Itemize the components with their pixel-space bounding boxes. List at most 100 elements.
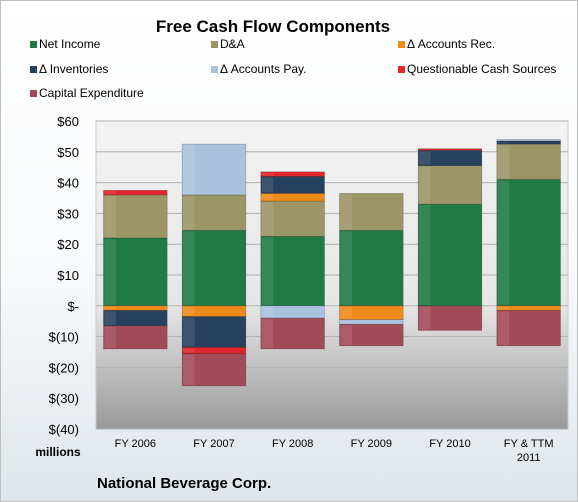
y-tick-label: $20	[57, 237, 79, 252]
bar-d-a-fy-2007	[181, 194, 247, 231]
legend-swatch	[211, 41, 218, 48]
bars	[103, 139, 561, 387]
y-tick-label: $-	[67, 299, 79, 314]
bar-accounts-pay-fy-ttm-2011	[496, 139, 561, 142]
bar-accounts-rec-fy-ttm-2011	[496, 305, 561, 311]
bar-questionable-cash-sources-fy-2008	[260, 171, 325, 177]
legend-item-net-income: Net Income	[30, 37, 101, 51]
x-tick-label-fy-2010: FY 2010	[429, 438, 470, 450]
legend-label: Δ Accounts Rec.	[407, 37, 495, 51]
legend-swatch	[30, 66, 37, 73]
bar-highlight	[261, 177, 274, 193]
x-tick-label-fy-ttm-2011: FY & TTM 2011	[504, 438, 554, 464]
bar-highlight	[104, 306, 116, 310]
bar-inventories-fy-ttm-2011	[496, 140, 561, 145]
y-axis-ticks: $60 $50 $40 $30 $20 $10 $- $(10) $(20) $(30) $(40)	[49, 114, 79, 437]
y-tick-label: $(40)	[49, 422, 79, 437]
legend-item-accounts-rec: Δ Accounts Rec.	[398, 37, 495, 51]
bar-highlight	[419, 151, 431, 165]
bar-highlight	[104, 239, 116, 305]
bar-highlight	[340, 231, 352, 305]
y-tick-label: $40	[57, 176, 79, 191]
bar-net-income-fy-2006	[103, 237, 168, 307]
bar-highlight	[497, 311, 510, 345]
x-tick-label-fy-2009: FY 2009	[351, 438, 392, 450]
x-axis-ticks: FY 2006 FY 2007 FY 2008 FY 2009 FY 2010 FY & …	[115, 438, 554, 464]
bar-d-a-fy-ttm-2011	[496, 143, 561, 180]
legend-label: Questionable Cash Sources	[407, 62, 556, 76]
bar-highlight	[261, 172, 274, 176]
legend-label: Δ Inventories	[39, 62, 108, 76]
bar-highlight	[183, 348, 195, 353]
bar-d-a-fy-2010	[417, 165, 483, 205]
y-tick-label: $(10)	[49, 330, 79, 345]
legend-swatch	[30, 41, 37, 48]
bar-highlight	[104, 326, 116, 348]
bar-highlight	[419, 306, 431, 330]
bar-capital-expenditure-fy-ttm-2011	[496, 310, 561, 347]
bar-highlight	[340, 320, 352, 324]
bar-highlight	[419, 205, 431, 305]
bar-highlight	[497, 145, 510, 179]
y-tick-label: $60	[57, 114, 79, 129]
legend-swatch	[211, 66, 218, 73]
legend: Net Income D&A Δ Accounts Rec. Δ Inventorie…	[30, 37, 556, 100]
y-tick-label: $(30)	[49, 391, 79, 406]
bar-highlight	[183, 354, 195, 385]
bar-accounts-pay-fy-2007	[181, 143, 247, 196]
bar-highlight	[497, 142, 510, 144]
bar-net-income-fy-ttm-2011	[496, 179, 561, 307]
bar-questionable-cash-sources-fy-2010	[417, 148, 483, 151]
gridlines	[96, 120, 568, 430]
bar-highlight	[183, 231, 195, 305]
bar-highlight	[261, 202, 274, 236]
legend-swatch	[30, 90, 37, 97]
bar-capital-expenditure-fy-2009	[339, 323, 404, 347]
legend-item-d-a: D&A	[211, 37, 245, 51]
bar-highlight	[261, 319, 274, 348]
y-tick-label: $50	[57, 145, 79, 160]
bar-d-a-fy-2009	[339, 193, 404, 231]
bar-highlight	[183, 306, 195, 316]
legend-item-accounts-pay: Δ Accounts Pay.	[211, 62, 307, 76]
bar-accounts-rec-fy-2006	[103, 305, 168, 311]
bar-capital-expenditure-fy-2008	[260, 317, 325, 350]
legend-item-inventories: Δ Inventories	[30, 62, 108, 76]
bar-inventories-fy-2007	[181, 316, 247, 348]
bar-highlight	[261, 306, 274, 318]
bar-capital-expenditure-fy-2010	[417, 305, 483, 331]
x-tick-label-fy-2007: FY 2007	[193, 438, 234, 450]
y-tick-label: $30	[57, 206, 79, 221]
legend-label: Δ Accounts Pay.	[220, 62, 307, 76]
y-axis-unit-label: millions	[35, 445, 81, 459]
bar-highlight	[419, 166, 431, 204]
bar-highlight	[183, 317, 195, 347]
legend-label: D&A	[220, 37, 245, 51]
chart-title: Free Cash Flow Components	[156, 17, 390, 36]
bar-questionable-cash-sources-fy-2006	[103, 190, 168, 196]
bar-capital-expenditure-fy-2006	[103, 325, 168, 350]
bar-highlight	[261, 237, 274, 305]
bar-net-income-fy-2009	[339, 230, 404, 307]
company-name: National Beverage Corp.	[97, 475, 271, 492]
bar-d-a-fy-2006	[103, 194, 168, 239]
bar-highlight	[340, 325, 352, 345]
bar-highlight	[104, 195, 116, 238]
legend-label: Capital Expenditure	[39, 86, 144, 100]
legend-item-capital-expenditure: Capital Expenditure	[30, 86, 144, 100]
bar-accounts-rec-fy-2009	[339, 305, 404, 320]
bar-net-income-fy-2007	[181, 230, 247, 307]
y-tick-label: $10	[57, 268, 79, 283]
bar-highlight	[183, 195, 195, 230]
bar-capital-expenditure-fy-2007	[181, 353, 247, 387]
legend-swatch	[398, 66, 405, 73]
legend-swatch	[398, 41, 405, 48]
bar-highlight	[104, 191, 116, 194]
x-tick-label-fy-2006: FY 2006	[115, 438, 156, 450]
bar-highlight	[340, 194, 352, 230]
bar-highlight	[261, 194, 274, 201]
legend-label: Net Income	[39, 37, 101, 51]
bar-highlight	[340, 306, 352, 319]
